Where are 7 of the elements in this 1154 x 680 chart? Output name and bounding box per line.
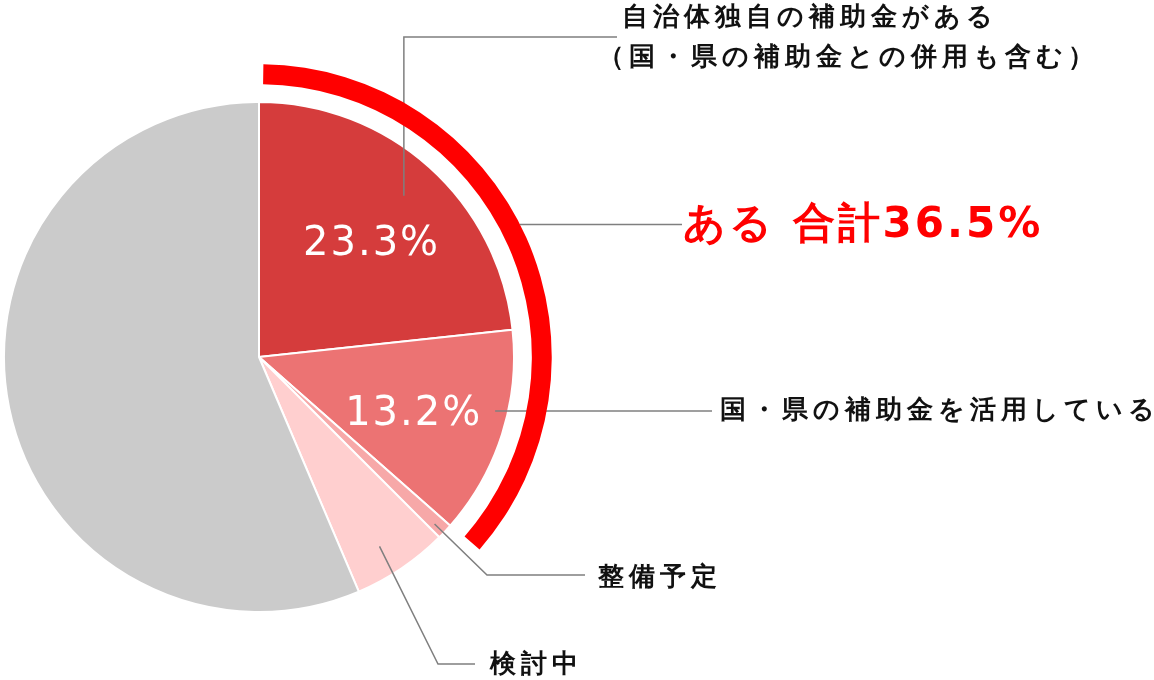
data-label: 23.3%	[303, 218, 441, 265]
text: ある 合計36.5%	[683, 198, 1044, 248]
data-label: 13.2%	[345, 388, 483, 435]
slice-label: 検討中	[489, 647, 583, 678]
slice-label: 自治体独自の補助金がある（国・県の補助金との併用も含む）	[598, 0, 1099, 71]
slice-label: 整備予定	[597, 560, 722, 591]
slice-label: 国・県の補助金を活用している	[720, 393, 1154, 424]
